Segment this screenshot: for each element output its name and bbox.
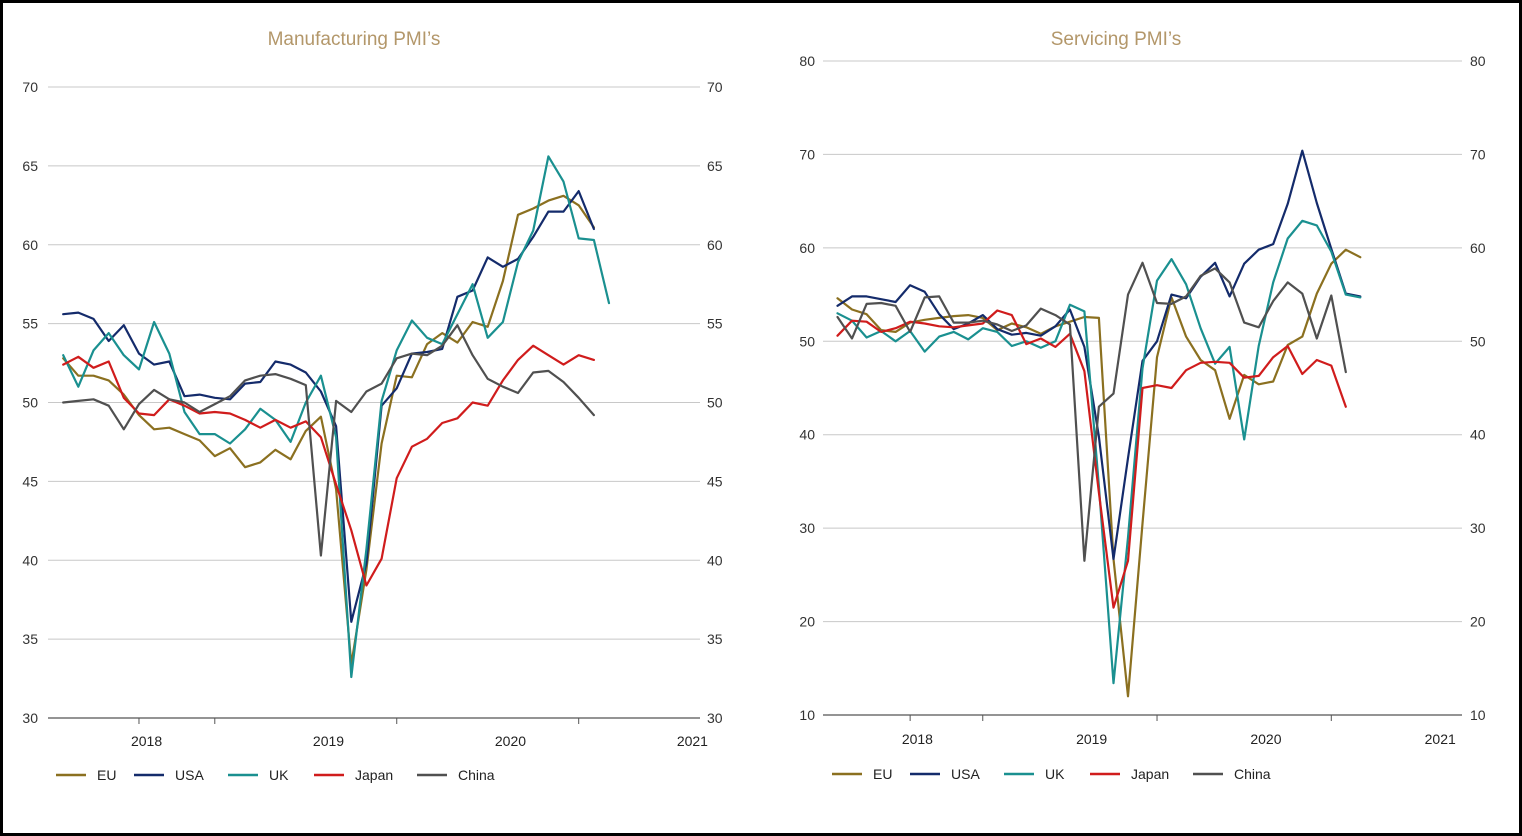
y-tick-right: 45 xyxy=(707,473,723,489)
legend-label-usa: USA xyxy=(175,767,204,783)
y-tick-right: 20 xyxy=(1470,614,1486,630)
series-line-eu xyxy=(836,248,1362,698)
legend: EU USA UK Japan China xyxy=(832,766,1271,782)
chart-title: Manufacturing PMI’s xyxy=(268,29,441,50)
legend-label-uk: UK xyxy=(269,767,289,783)
x-tick-label: 2019 xyxy=(1076,731,1107,747)
y-tick-right: 30 xyxy=(707,710,723,726)
y-tick-right: 10 xyxy=(1470,707,1486,723)
y-tick-right: 50 xyxy=(707,395,723,411)
series-line-china xyxy=(836,261,1347,562)
y-tick-left: 70 xyxy=(22,79,38,95)
series-line-eu xyxy=(62,194,596,666)
y-tick-left: 40 xyxy=(22,552,38,568)
series-line-japan xyxy=(62,344,596,587)
y-tick-left: 30 xyxy=(799,520,815,536)
legend-label-china: China xyxy=(1234,766,1271,782)
y-tick-right: 55 xyxy=(707,316,723,332)
y-tick-left: 55 xyxy=(22,316,38,332)
y-tick-right: 80 xyxy=(1470,53,1486,69)
x-tick-label: 2018 xyxy=(131,733,162,749)
y-tick-right: 65 xyxy=(707,158,723,174)
x-tick-label: 2021 xyxy=(677,733,708,749)
y-tick-right: 70 xyxy=(707,79,723,95)
chart-title: Servicing PMI’s xyxy=(1051,29,1182,50)
series-line-japan xyxy=(836,309,1347,609)
y-tick-left: 65 xyxy=(22,158,38,174)
y-tick-left: 80 xyxy=(799,53,815,69)
y-tick-left: 45 xyxy=(22,473,38,489)
y-tick-right: 60 xyxy=(707,237,723,253)
legend-label-eu: EU xyxy=(873,766,892,782)
y-tick-left: 60 xyxy=(799,240,815,256)
legend-label-eu: EU xyxy=(97,767,116,783)
legend-label-china: China xyxy=(458,767,495,783)
legend-label-japan: Japan xyxy=(1131,766,1169,782)
y-tick-right: 40 xyxy=(707,552,723,568)
series-line-usa xyxy=(836,149,1362,561)
series-line-china xyxy=(62,324,596,557)
x-tick-label: 2020 xyxy=(1250,731,1281,747)
y-tick-left: 40 xyxy=(799,427,815,443)
y-tick-right: 40 xyxy=(1470,427,1486,443)
y-tick-left: 20 xyxy=(799,614,815,630)
legend-label-uk: UK xyxy=(1045,766,1065,782)
x-tick-label: 2021 xyxy=(1425,731,1456,747)
y-tick-right: 60 xyxy=(1470,240,1486,256)
chart-1: Manufacturing PMI’s 30 30 35 35 40 40 45 45 50 50 5… xyxy=(22,29,722,783)
y-tick-right: 35 xyxy=(707,631,723,647)
y-tick-left: 50 xyxy=(799,333,815,349)
y-tick-right: 70 xyxy=(1470,146,1486,162)
legend-label-japan: Japan xyxy=(355,767,393,783)
y-tick-left: 50 xyxy=(22,395,38,411)
y-tick-left: 35 xyxy=(22,631,38,647)
y-tick-left: 30 xyxy=(22,710,38,726)
legend: EU USA UK Japan China xyxy=(56,767,495,783)
y-tick-right: 30 xyxy=(1470,520,1486,536)
y-tick-left: 60 xyxy=(22,237,38,253)
y-tick-right: 50 xyxy=(1470,333,1486,349)
legend-label-usa: USA xyxy=(951,766,980,782)
series-line-uk xyxy=(62,155,611,679)
x-tick-label: 2018 xyxy=(902,731,933,747)
y-tick-left: 10 xyxy=(799,707,815,723)
x-tick-label: 2019 xyxy=(313,733,344,749)
y-tick-left: 70 xyxy=(799,146,815,162)
x-tick-label: 2020 xyxy=(495,733,526,749)
